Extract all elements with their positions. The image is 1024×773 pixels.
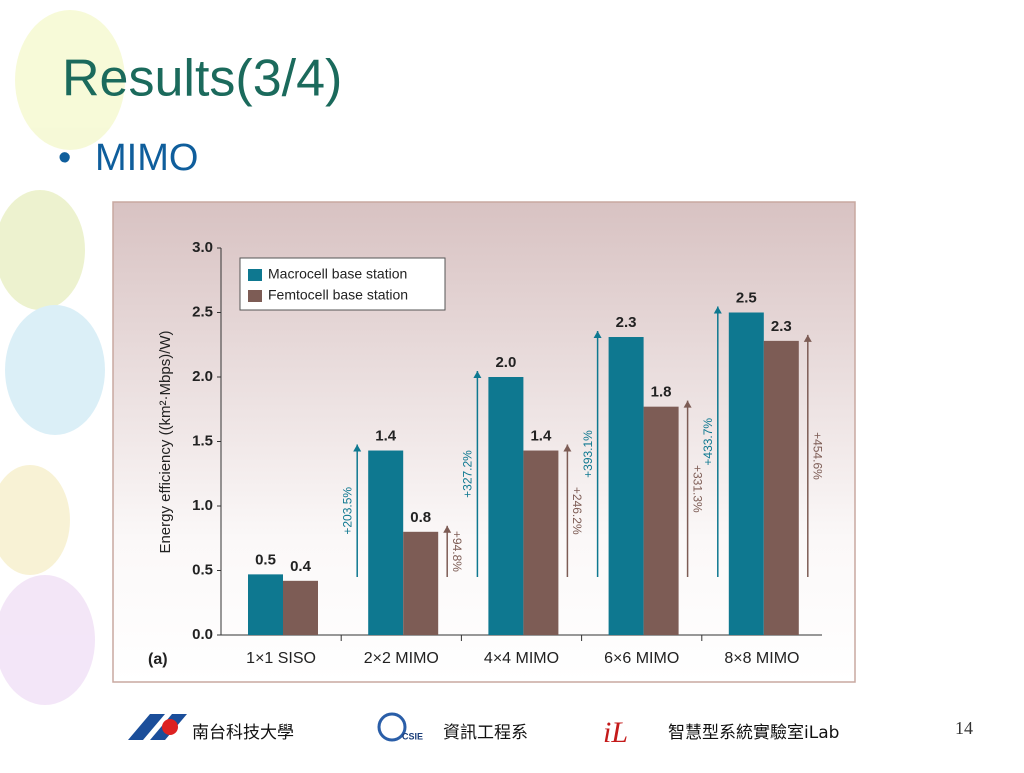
growth-arrowhead (473, 371, 482, 378)
bar (248, 574, 283, 635)
slide-title: Results(3/4) (62, 50, 342, 108)
bar (728, 312, 764, 635)
footer-logo-text: CSIE (402, 731, 423, 741)
growth-label: +393.1% (581, 430, 595, 478)
y-tick-label: 1.0 (192, 497, 213, 514)
bar (283, 580, 318, 635)
value-label: 1.4 (375, 427, 397, 444)
value-label: 0.4 (290, 558, 312, 575)
value-label: 1.4 (530, 427, 552, 444)
x-tick-label: 2×2 MIMO (364, 650, 439, 667)
y-tick-label: 3.0 (192, 239, 213, 256)
value-label: 2.0 (495, 354, 516, 371)
x-tick-label: 4×4 MIMO (484, 650, 559, 667)
growth-label: +94.8% (450, 531, 464, 572)
value-label: 2.3 (616, 314, 637, 331)
y-tick-label: 2.0 (192, 368, 213, 385)
bar (608, 337, 644, 635)
footer-school: 南台科技大學 (192, 723, 294, 743)
growth-label: +246.2% (570, 487, 584, 535)
growth-label: +454.6% (811, 432, 825, 480)
growth-arrowhead (803, 334, 812, 342)
ilab-logo: iL (603, 716, 628, 749)
bullet-text: MIMO (95, 137, 198, 179)
x-tick-label: 6×6 MIMO (604, 650, 679, 667)
growth-arrowhead (683, 400, 692, 408)
bar (403, 531, 439, 635)
footer-lab: 智慧型系統實驗室iLab (668, 723, 839, 743)
panel-label: (a) (148, 651, 168, 668)
growth-label: +433.7% (701, 418, 715, 466)
growth-arrowhead (713, 306, 722, 314)
growth-arrowhead (563, 444, 572, 452)
x-tick-label: 1×1 SISO (246, 650, 316, 667)
legend-box (239, 257, 446, 311)
growth-label: +203.5% (340, 487, 354, 535)
bar (488, 377, 524, 635)
value-label: 0.8 (410, 509, 431, 526)
bar (368, 450, 404, 635)
school-logo-dot (162, 719, 178, 735)
y-tick-label: 0.0 (192, 626, 213, 643)
value-label: 0.5 (255, 551, 276, 568)
legend-label: Macrocell base station (268, 266, 407, 282)
growth-label: +327.2% (461, 450, 475, 498)
page-number: 14 (955, 718, 973, 738)
x-tick-label: 8×8 MIMO (724, 650, 799, 667)
footer: 南台科技大學 CSIE 資訊工程系 iL 智慧型系統實驗室iLab 14 (128, 712, 973, 749)
growth-arrowhead (443, 525, 452, 533)
csie-logo (377, 712, 407, 742)
growth-arrowhead (353, 444, 362, 452)
bullet-dot: • (58, 137, 71, 179)
legend-swatch (248, 290, 262, 302)
legend-label: Femtocell base station (268, 287, 408, 303)
value-label: 2.5 (736, 289, 757, 306)
bar (763, 340, 799, 635)
y-tick-label: 1.5 (192, 432, 213, 449)
school-logo (128, 714, 187, 740)
value-label: 1.8 (651, 384, 672, 401)
value-label: 2.3 (771, 318, 792, 335)
growth-arrowhead (593, 331, 602, 339)
balloon-decor (0, 10, 125, 705)
footer-department: 資訊工程系 (443, 723, 528, 743)
bar (523, 450, 559, 635)
y-tick-label: 0.5 (192, 561, 213, 578)
y-axis-label: Energy efficiency ((km²·Mbps)/W) (157, 330, 174, 553)
bar (643, 406, 679, 635)
y-tick-label: 2.5 (192, 303, 213, 320)
growth-label: +331.3% (690, 465, 704, 513)
legend-swatch (248, 269, 262, 281)
